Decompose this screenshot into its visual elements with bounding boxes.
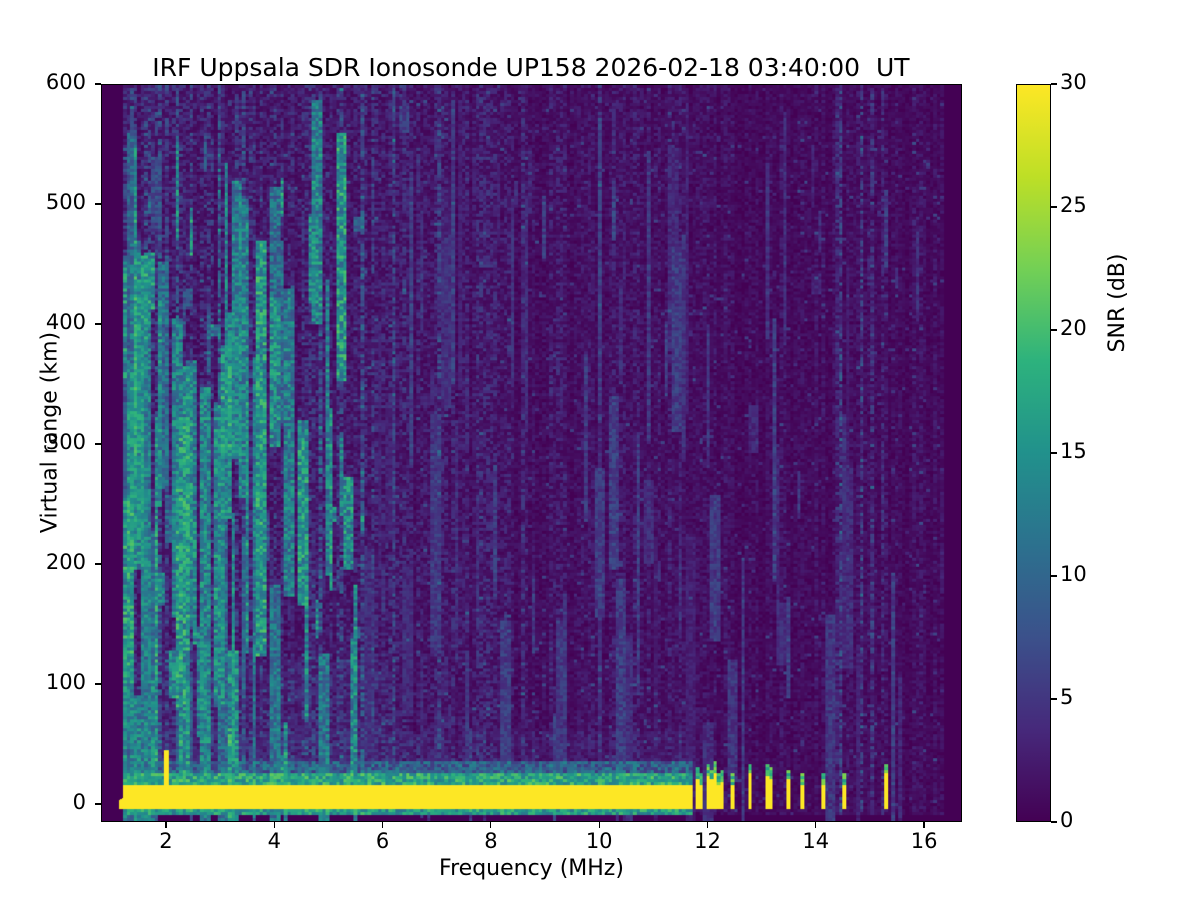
y-tick-mark [95, 83, 101, 85]
x-tick-label: 6 [375, 829, 390, 853]
colorbar-label: SNR (dB) [1105, 253, 1130, 353]
y-tick-label: 100 [45, 670, 86, 694]
colorbar-tick-label: 10 [1060, 562, 1087, 586]
y-tick-mark [95, 323, 101, 325]
x-tick-label: 4 [267, 829, 281, 853]
x-tick-label: 10 [585, 829, 613, 853]
x-tick-mark [165, 822, 167, 828]
x-tick-mark [598, 822, 600, 828]
y-tick-mark [95, 803, 101, 805]
x-tick-label: 8 [484, 829, 498, 853]
colorbar-tick-label: 20 [1060, 316, 1087, 340]
x-tick-mark [815, 822, 817, 828]
x-axis-label: Frequency (MHz) [439, 856, 624, 881]
colorbar-tick-mark [1051, 329, 1057, 331]
colorbar-tick-label: 30 [1060, 70, 1087, 94]
y-axis-label: Virtual range (km) [37, 331, 63, 534]
title-line-1: IRF Uppsala SDR Ionosonde UP158 2026-02-… [152, 53, 910, 82]
y-tick-label: 400 [45, 310, 86, 334]
ionogram-plot-area [101, 84, 962, 822]
y-tick-mark [95, 203, 101, 205]
colorbar-tick-mark [1051, 83, 1057, 85]
x-tick-label: 12 [694, 829, 721, 853]
colorbar-tick-mark [1051, 698, 1057, 700]
y-tick-label: 600 [45, 70, 86, 94]
x-tick-mark [381, 822, 384, 828]
x-tick-mark [923, 822, 925, 828]
y-tick-label: 200 [45, 550, 86, 574]
x-tick-label: 2 [159, 829, 173, 853]
x-tick-mark [490, 822, 492, 828]
colorbar-tick-label: 25 [1060, 193, 1087, 217]
y-tick-label: 500 [45, 190, 86, 214]
x-tick-label: 14 [802, 829, 830, 853]
y-tick-label: 300 [45, 430, 86, 454]
y-tick-label: 0 [72, 790, 86, 814]
colorbar-tick-mark [1051, 206, 1057, 208]
colorbar-tick-mark [1051, 821, 1057, 823]
x-tick-mark [706, 822, 709, 828]
y-tick-mark [95, 443, 101, 445]
colorbar-tick-mark [1051, 575, 1057, 577]
ionogram-heatmap-canvas [102, 85, 961, 821]
colorbar-tick-label: 15 [1060, 439, 1087, 463]
colorbar-tick-label: 5 [1060, 685, 1074, 709]
colorbar-tick-label: 0 [1060, 808, 1074, 832]
colorbar [1016, 84, 1051, 822]
colorbar-tick-mark [1051, 452, 1057, 454]
x-tick-mark [273, 822, 275, 828]
y-tick-mark [95, 683, 101, 685]
y-tick-mark [95, 563, 101, 565]
x-tick-label: 16 [910, 829, 938, 853]
